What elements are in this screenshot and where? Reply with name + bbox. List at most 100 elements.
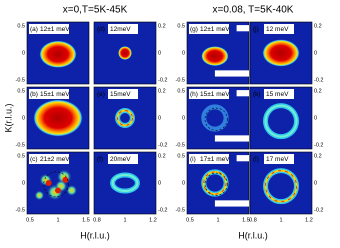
y-tick-label: -0.2 — [314, 77, 323, 83]
y-tick-label: 0 — [314, 50, 317, 56]
y-tick-label: -0.2 — [158, 142, 167, 148]
x-tick-label: 0.5 — [186, 217, 194, 223]
panel-label: (g) — [190, 26, 198, 33]
intensity-blob — [118, 46, 132, 60]
y-tick-label: -0.5 — [16, 77, 25, 83]
intensity-ring — [265, 170, 297, 203]
panel-energy: 12meV — [110, 26, 131, 33]
label-box — [189, 154, 229, 164]
y-tick-label: 0.5 — [17, 23, 25, 29]
y-tick-label: -0.5 — [176, 142, 185, 148]
label-box — [29, 154, 69, 164]
x-tick-label: 1.5 — [242, 217, 250, 223]
y-tick-label: -0.2 — [158, 207, 167, 213]
masked-region — [214, 200, 249, 207]
y-tick-label: 0.5 — [177, 88, 185, 94]
panel-label: (h) — [190, 91, 198, 98]
guide-circle — [204, 107, 228, 131]
panel-energy: 20meV — [110, 156, 131, 163]
y-tick-label: 0 — [158, 180, 161, 186]
y-tick-label: 0 — [182, 115, 185, 121]
y-tick-label: -0.5 — [176, 77, 185, 83]
y-tick-label: 0 — [314, 115, 317, 121]
group-title: x=0,T=5K-45K — [63, 5, 128, 16]
label-box — [29, 24, 69, 34]
label-box — [264, 154, 294, 164]
guide-circle — [204, 172, 228, 196]
intensity-ring — [117, 110, 133, 126]
masked-region — [214, 135, 249, 142]
x-tick-label: 1 — [56, 217, 59, 223]
intensity-spot — [66, 184, 78, 197]
x-tick-label: 0.5 — [26, 217, 34, 223]
y-tick-label: 0 — [158, 115, 161, 121]
y-tick-label: -0.2 — [158, 77, 167, 83]
intensity-spot — [34, 190, 45, 201]
panel-energy: 15 meV — [266, 91, 289, 98]
y-tick-label: 0 — [182, 50, 185, 56]
y-tick-label: -0.5 — [16, 207, 25, 213]
intensity-blob — [201, 46, 229, 67]
masked-region — [236, 90, 249, 97]
panel-energy: 21±2 meV — [40, 156, 70, 163]
y-tick-label: 0.2 — [314, 88, 322, 94]
masked-region — [214, 70, 249, 77]
y-tick-label: 0.2 — [158, 23, 166, 29]
x-axis-label: H(r.l.u.) — [238, 230, 268, 240]
y-tick-label: 0.5 — [177, 23, 185, 29]
x-tick-label: 1.2 — [305, 217, 313, 223]
y-tick-label: -0.2 — [314, 207, 323, 213]
intensity-spot — [55, 187, 61, 194]
intensity-ring — [201, 104, 229, 132]
panel-label: (b) — [30, 91, 38, 98]
y-tick-label: 0.5 — [17, 153, 25, 159]
y-tick-label: -0.2 — [314, 142, 323, 148]
label-box — [264, 89, 294, 99]
label-box — [108, 24, 138, 34]
panel-energy: 12 meV — [266, 26, 289, 33]
y-tick-label: 0.2 — [158, 88, 166, 94]
intensity-ring — [111, 173, 139, 193]
x-tick-label: 1 — [123, 217, 126, 223]
y-tick-label: 0 — [158, 50, 161, 56]
panel-label: (f) — [97, 156, 103, 163]
x-tick-label: 1 — [279, 217, 282, 223]
panel-energy: 12±1 meV — [200, 26, 230, 33]
intensity-blob — [33, 99, 83, 137]
panel-label: (e) — [97, 91, 105, 98]
panel-label: (d) — [97, 26, 105, 33]
masked-region — [236, 25, 249, 32]
label-box — [189, 89, 229, 99]
intensity-ring — [203, 171, 227, 195]
label-box — [108, 154, 138, 164]
x-tick-label: 0.8 — [93, 217, 101, 223]
x-tick-label: 1.5 — [82, 217, 90, 223]
panel-energy: 12±1 meV — [40, 26, 70, 33]
y-tick-label: 0 — [22, 115, 25, 121]
group-title: x=0.08, T=5K-40K — [213, 5, 294, 16]
y-tick-label: 0 — [22, 50, 25, 56]
y-tick-label: 0 — [182, 180, 185, 186]
panel-energy: 17±1 meV — [200, 156, 230, 163]
y-tick-label: 0 — [22, 180, 25, 186]
intensity-blob — [262, 39, 300, 67]
label-box — [108, 89, 138, 99]
panel-label: (k) — [253, 91, 261, 98]
panel-label: (a) — [30, 26, 38, 33]
panel-label: (j) — [253, 26, 259, 33]
y-tick-label: 0.5 — [17, 88, 25, 94]
x-tick-label: 1 — [216, 217, 219, 223]
y-tick-label: 0.2 — [314, 153, 322, 159]
guide-circle — [43, 171, 69, 197]
intensity-ring — [264, 104, 298, 138]
y-tick-label: 0 — [314, 180, 317, 186]
y-tick-label: 0.2 — [158, 153, 166, 159]
intensity-blob — [39, 40, 77, 68]
x-axis-label: H(r.l.u.) — [80, 230, 110, 240]
y-tick-label: 0.5 — [177, 153, 185, 159]
panel-energy: 15±1 meV — [200, 91, 230, 98]
x-tick-label: 0.8 — [249, 217, 257, 223]
x-tick-label: 1.2 — [149, 217, 157, 223]
panel-label: (c) — [30, 156, 38, 163]
